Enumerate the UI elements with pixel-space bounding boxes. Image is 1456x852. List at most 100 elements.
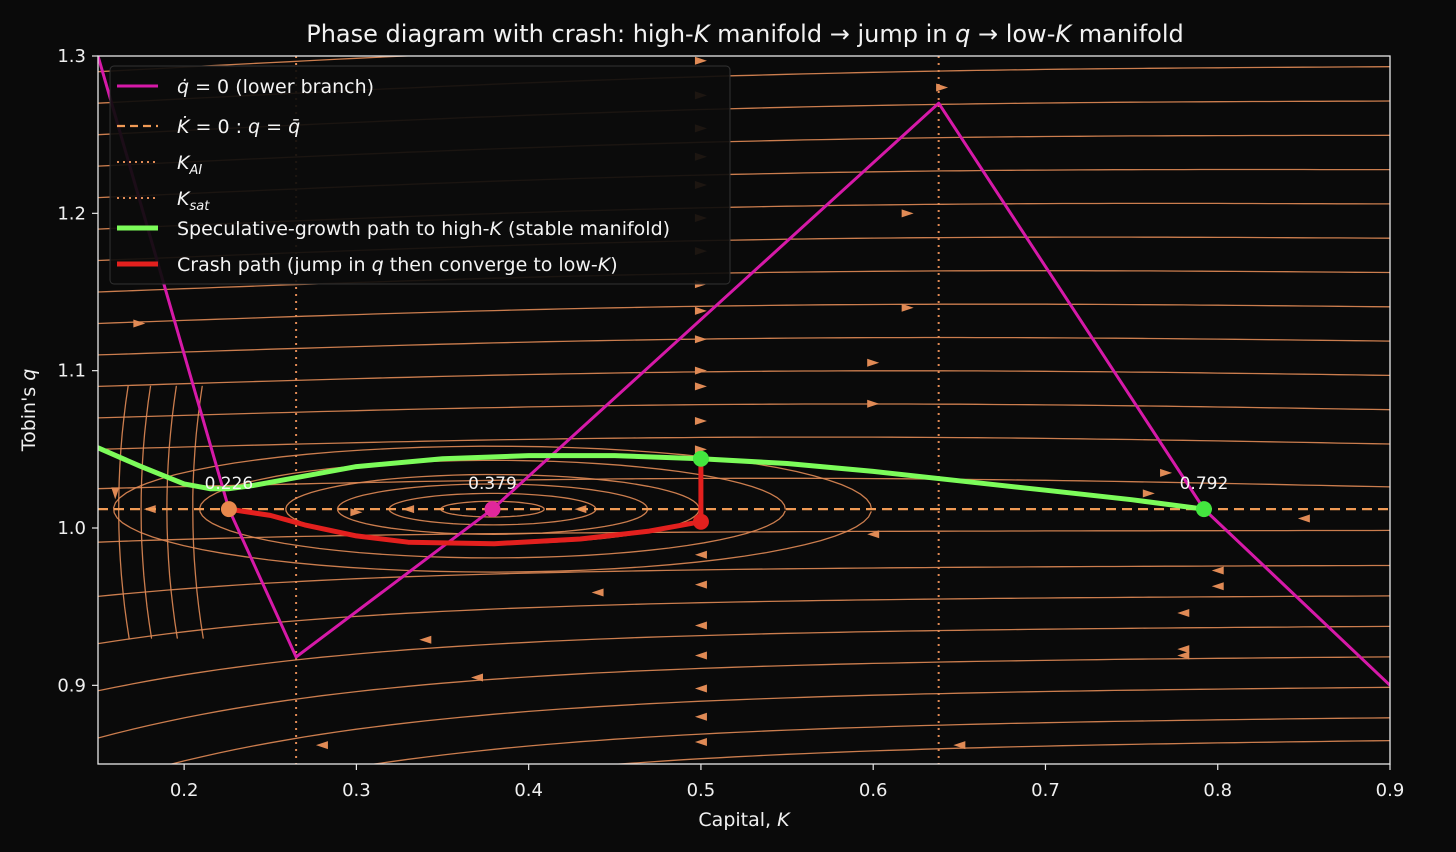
stream-arrow	[419, 635, 432, 644]
streamline-lower	[370, 717, 1390, 764]
x-tick-label: 0.3	[342, 780, 371, 801]
chart-title: Phase diagram with crash: high-K manifol…	[306, 20, 1184, 48]
x-axis-ticks: 0.2 0.3 0.4 0.5 0.6 0.7 0.8 0.9	[170, 764, 1405, 801]
y-axis-label-symbol: q	[18, 369, 40, 381]
stream-arrow	[694, 445, 707, 454]
x-tick-label: 0.9	[1376, 780, 1405, 801]
stream-arrow	[694, 366, 707, 375]
title-mid3: low-	[998, 20, 1055, 48]
stream-arrow	[694, 737, 707, 746]
streamline-upper	[98, 436, 1390, 450]
crash-path	[226, 506, 704, 547]
stream-arrow	[315, 741, 328, 750]
y-tick-label: 1.0	[57, 518, 86, 539]
legend-label-qdot: q̇ = 0 (lower branch)	[177, 76, 374, 98]
streamline-orbit	[336, 483, 649, 535]
point-annotations: 0.226 0.379 0.792	[205, 474, 1229, 494]
stream-arrow	[1160, 468, 1173, 477]
stream-arrow	[694, 712, 707, 721]
streamline-upper	[98, 403, 1390, 419]
equilibrium-point	[1195, 501, 1212, 518]
stream-arrow	[350, 508, 363, 517]
stream-arrow	[133, 319, 146, 328]
streamline-saddle	[192, 385, 204, 639]
streamline-upper	[98, 336, 1390, 356]
stream-arrow	[867, 399, 880, 408]
x-tick-label: 0.7	[1031, 780, 1060, 801]
x-axis-label-symbol: K	[777, 809, 791, 831]
stream-arrow	[1211, 582, 1224, 591]
stream-arrow	[694, 335, 707, 344]
stream-arrow	[694, 550, 707, 559]
title-suffix: manifold	[1071, 20, 1184, 48]
legend-label-kai: KAI	[177, 152, 202, 178]
title-q: q	[955, 20, 970, 48]
title-mid1: manifold	[709, 20, 829, 48]
y-axis-ticks: 0.9 1.0 1.1 1.2 1.3	[57, 46, 98, 696]
legend-label-part: K	[177, 188, 191, 210]
streamline-upper	[98, 370, 1390, 388]
stream-arrow	[694, 580, 707, 589]
legend-label-part: (stable manifold)	[502, 218, 670, 240]
stream-arrow	[953, 741, 966, 750]
legend-label-part: K	[490, 218, 504, 240]
legend-label-part: )	[610, 254, 617, 276]
stream-arrow	[1177, 651, 1190, 660]
legend-label-part: K	[177, 152, 191, 174]
streamline-lower	[98, 564, 1390, 598]
streamline-lower	[98, 656, 1390, 739]
legend-label-part: Speculative-growth path to high-	[177, 218, 490, 240]
legend-label-green: Speculative-growth path to high-K (stabl…	[177, 218, 670, 240]
stream-arrow	[901, 303, 914, 312]
legend-label-kdot: K̇ = 0 : q = q̄	[177, 116, 300, 138]
legend: q̇ = 0 (lower branch)K̇ = 0 : q = q̄KAIK…	[109, 65, 731, 285]
streamline-lower	[98, 595, 1390, 645]
y-tick-label: 1.3	[57, 46, 86, 67]
legend-label-part: =	[260, 116, 288, 138]
legend-label-part: = 0 :	[189, 116, 248, 138]
stream-arrow	[470, 673, 483, 682]
legend-box	[109, 65, 731, 285]
stream-arrow	[1177, 645, 1190, 654]
stream-arrow	[867, 530, 880, 539]
equilibrium-point	[692, 450, 709, 467]
legend-label-part: q̄	[288, 116, 300, 138]
streamline-upper	[98, 303, 1390, 325]
point-label: 0.226	[205, 474, 254, 494]
stream-arrow	[694, 417, 707, 426]
legend-label-part: = 0 (lower branch)	[189, 76, 374, 98]
y-axis-label-text: Tobin's	[18, 381, 40, 453]
legend-label-part: q	[248, 116, 260, 138]
stream-arrow	[867, 358, 880, 367]
y-tick-label: 0.9	[57, 675, 86, 696]
point-label: 0.792	[1180, 474, 1229, 494]
streamline-lower	[98, 625, 1390, 692]
title-arrow2: →	[978, 20, 998, 48]
streamline-orbit	[112, 445, 873, 573]
stream-arrow	[111, 487, 120, 500]
stream-arrow	[901, 209, 914, 218]
stream-arrow	[1211, 566, 1224, 575]
stream-arrow	[694, 684, 707, 693]
x-tick-label: 0.2	[170, 780, 199, 801]
legend-label-part: AI	[188, 163, 202, 178]
streamline-lower	[169, 686, 1390, 764]
title-k2: K	[1055, 20, 1073, 48]
streamline-saddle	[166, 385, 178, 639]
axes-frame	[97, 55, 1391, 765]
equilibrium-point	[484, 501, 501, 518]
x-tick-label: 0.6	[859, 780, 888, 801]
stream-arrow	[1142, 489, 1155, 498]
y-tick-label: 1.1	[57, 361, 86, 382]
title-space	[970, 20, 978, 48]
legend-label-part: K	[598, 254, 612, 276]
equilibrium-markers	[220, 450, 1212, 530]
streamline-lower	[611, 739, 1390, 764]
equilibrium-point	[692, 513, 709, 530]
stream-arrow	[1177, 608, 1190, 617]
x-tick-label: 0.8	[1203, 780, 1232, 801]
reference-lines	[98, 56, 1390, 764]
y-tick-label: 1.2	[57, 203, 86, 224]
legend-label-part: q̇	[177, 76, 189, 98]
